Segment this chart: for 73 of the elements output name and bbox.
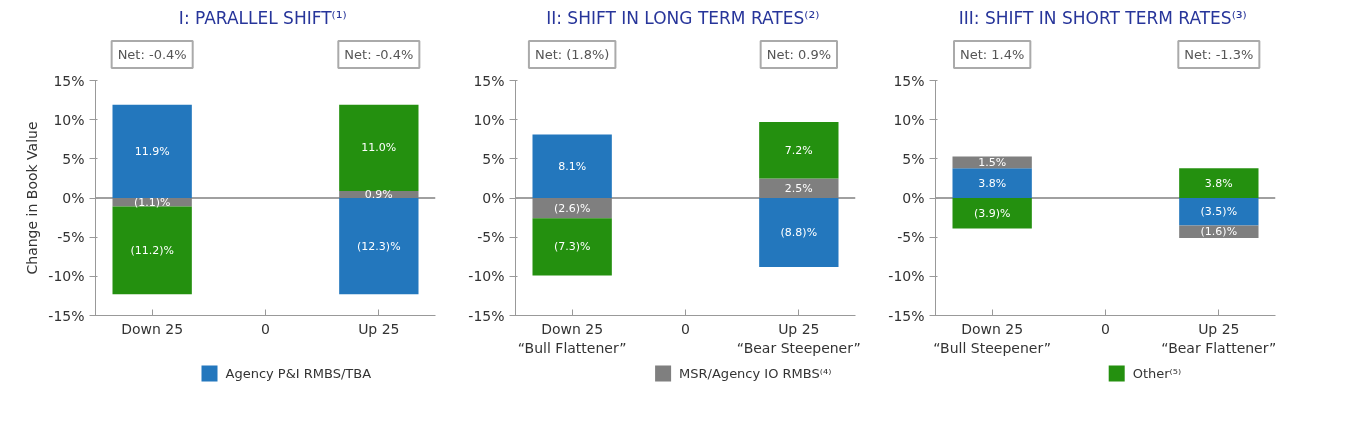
x-tick-label: Up 25	[358, 320, 400, 337]
y-tick-label: 10%	[473, 111, 505, 128]
data-label: 3.8%	[978, 176, 1007, 190]
x-tick-label: Up 25 “Bear Flattener”	[1161, 320, 1277, 356]
text: Net: -1.3%	[1184, 47, 1254, 62]
y-tick-label: 15%	[53, 72, 85, 89]
data-label: 1.5%	[978, 155, 1007, 169]
y-tick-label: 5%	[62, 150, 85, 167]
data-label: (1.1)%	[133, 195, 171, 209]
chart-title: II: SHIFT IN LONG TERM RATES⁽²⁾	[546, 7, 820, 28]
y-tick-label: 0%	[482, 190, 505, 206]
text: Net: -0.4%	[117, 47, 187, 62]
data-label: 11.0%	[361, 141, 397, 155]
chart-title: III: SHIFT IN SHORT TERM RATES⁽³⁾	[958, 7, 1247, 28]
y-tick-label: 10%	[53, 111, 85, 128]
x-tick-label: Up 25 “Bear Steepener”	[736, 320, 861, 356]
y-tick-label: 5%	[482, 150, 505, 167]
bar	[532, 134, 612, 198]
data-label: (7.3)%	[553, 240, 591, 254]
y-axis-title: Change in Book Value	[24, 121, 41, 275]
y-tick-label: 0%	[62, 190, 85, 206]
bar	[339, 198, 419, 295]
data-label: (11.2)%	[130, 243, 174, 257]
x-tick-label: Down 25	[121, 320, 184, 337]
bar	[112, 104, 192, 198]
bar	[1179, 168, 1259, 198]
y-tick-label: 15%	[473, 72, 505, 89]
text: Net: (1.8%)	[534, 47, 610, 62]
text: Net: -0.4%	[344, 47, 414, 62]
bar	[112, 206, 192, 295]
x-tick-label: Down 25 “Bull Flattener”	[517, 320, 627, 356]
text: Net: 1.4%	[959, 47, 1025, 62]
x-tick-label: 0	[1101, 320, 1110, 337]
chart-title: I: PARALLEL SHIFT⁽¹⁾	[178, 7, 347, 28]
data-label: (2.6)%	[553, 201, 591, 215]
y-tick-label: 0%	[902, 190, 925, 206]
data-label: 3.8%	[1204, 176, 1233, 190]
y-tick-label: -15%	[48, 307, 85, 324]
data-label: (12.3)%	[357, 239, 401, 253]
legend-label: MSR/Agency IO RMBS⁽⁴⁾	[679, 366, 832, 381]
data-label: (1.6)%	[1200, 225, 1238, 239]
bar	[952, 168, 1032, 198]
y-tick-label: -15%	[888, 307, 925, 324]
x-tick-label: Down 25 “Bull Steepener”	[933, 320, 1052, 356]
bar	[532, 218, 612, 276]
x-tick-label: 0	[681, 320, 690, 337]
data-label: (3.5)%	[1200, 205, 1238, 219]
data-label: 11.9%	[134, 144, 170, 158]
data-label: 8.1%	[558, 159, 587, 173]
data-label: 7.2%	[784, 143, 813, 157]
bar	[1179, 198, 1259, 226]
data-label: 2.5%	[784, 181, 813, 195]
data-label: 0.9%	[364, 187, 393, 201]
data-label: (8.8)%	[780, 225, 818, 239]
y-tick-label: 15%	[893, 72, 925, 89]
x-tick-label: 0	[261, 320, 270, 337]
y-tick-label: -5%	[477, 229, 505, 246]
y-tick-label: 10%	[893, 111, 925, 128]
y-tick-label: -15%	[468, 307, 505, 324]
y-tick-label: -5%	[57, 229, 85, 246]
y-tick-label: -5%	[897, 229, 925, 246]
legend-label: Other⁽⁵⁾	[1132, 366, 1182, 381]
data-label: (3.9)%	[973, 206, 1011, 220]
bar	[339, 104, 419, 191]
y-tick-label: -10%	[888, 268, 925, 285]
bar	[759, 198, 839, 267]
y-tick-label: -10%	[468, 268, 505, 285]
text: Net: 0.9%	[766, 47, 832, 62]
y-tick-label: 5%	[902, 150, 925, 167]
bar	[952, 198, 1032, 229]
y-tick-label: -10%	[48, 268, 85, 285]
legend-label: Agency P&I RMBS/TBA	[225, 366, 372, 381]
bar	[759, 122, 839, 179]
